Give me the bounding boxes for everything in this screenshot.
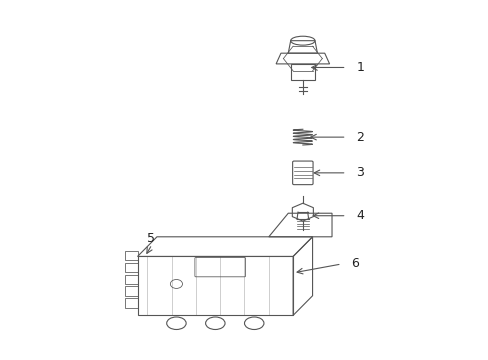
- Text: 2: 2: [356, 131, 364, 144]
- Text: 1: 1: [356, 61, 364, 74]
- Text: 4: 4: [356, 209, 364, 222]
- Text: 5: 5: [147, 233, 155, 246]
- Text: 3: 3: [356, 166, 364, 179]
- Text: 6: 6: [351, 257, 359, 270]
